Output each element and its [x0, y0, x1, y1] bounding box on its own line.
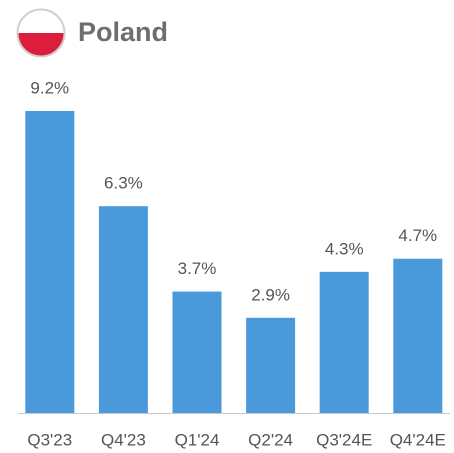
bar [25, 111, 75, 413]
x-tick-label: Q3'23 [27, 430, 72, 449]
bar [246, 317, 296, 413]
value-label: 9.2% [30, 78, 69, 97]
bar [393, 258, 443, 413]
bar [319, 271, 369, 413]
x-tick-label: Q2'24 [248, 430, 293, 449]
flag-icon [16, 8, 66, 58]
x-tick-label: Q4'23 [101, 430, 146, 449]
value-label: 4.7% [398, 226, 437, 245]
x-tick-label: Q3'24E [316, 430, 372, 449]
x-tick-label: Q1'24 [175, 430, 220, 449]
bar [172, 291, 222, 413]
x-tick-label: Q4'24E [390, 430, 446, 449]
value-label: 6.3% [104, 174, 143, 193]
chart-title: Poland [78, 17, 168, 47]
value-label: 3.7% [178, 259, 217, 278]
bar [98, 206, 148, 413]
value-label: 4.3% [325, 239, 364, 258]
value-label: 2.9% [251, 285, 290, 304]
